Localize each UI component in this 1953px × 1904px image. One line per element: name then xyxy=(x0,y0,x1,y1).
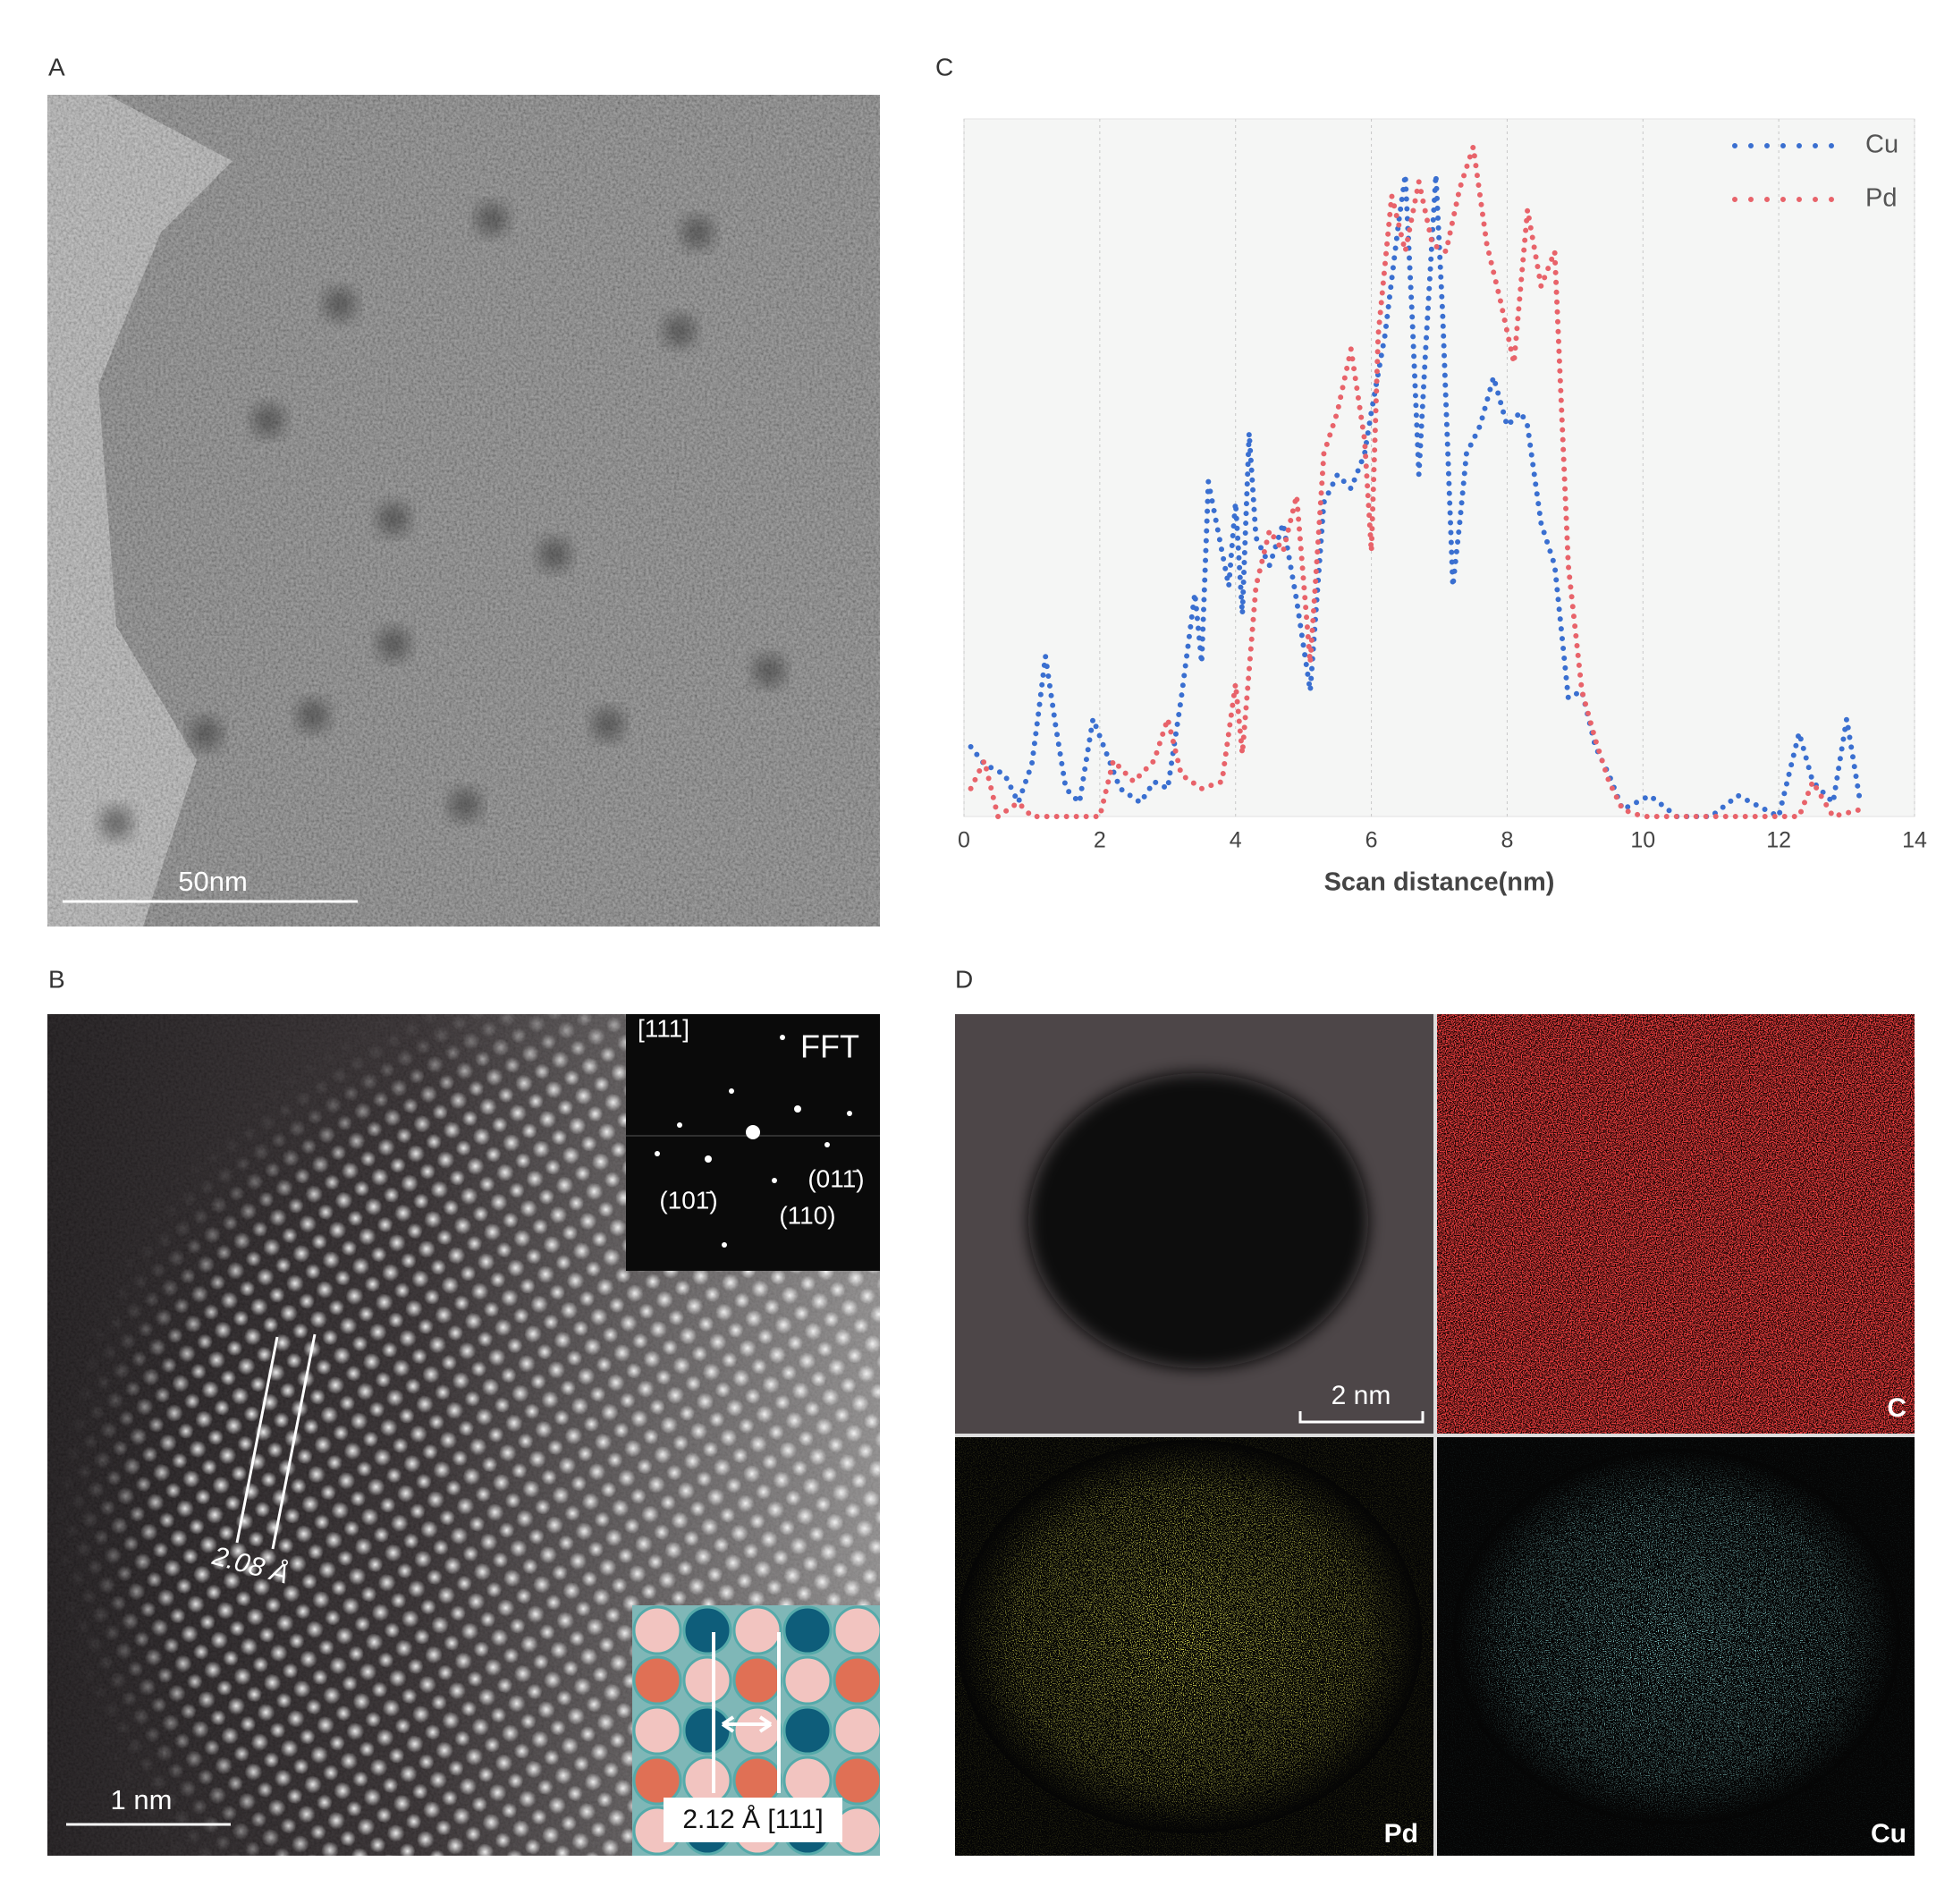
label-box xyxy=(664,1798,842,1842)
fft-spot xyxy=(847,1111,852,1116)
x-tick-label: 12 xyxy=(1766,828,1791,853)
fft-spot xyxy=(794,1105,801,1113)
legend-label: Cu xyxy=(1865,131,1898,159)
map-label: Pd xyxy=(1384,1819,1418,1849)
particle xyxy=(377,503,410,535)
panel-label: A xyxy=(48,53,65,80)
scale-bar xyxy=(1298,1411,1425,1424)
fft-inset xyxy=(626,1014,880,1271)
fft-spot: (110) xyxy=(779,1201,835,1229)
line-chart: 0 2 4 6 8 10 12 14 Scan distance(nm) Cu Pd xyxy=(958,118,1927,897)
tem-image xyxy=(47,95,880,927)
fft-spot xyxy=(824,1142,830,1147)
fft-spot xyxy=(746,1125,760,1139)
fft-spot: (101̄) xyxy=(659,1186,717,1214)
particle xyxy=(449,789,481,821)
particle xyxy=(1028,1073,1368,1368)
x-tick-label: 8 xyxy=(1501,828,1513,853)
fft-spot xyxy=(655,1151,660,1156)
x-tick-label: 0 xyxy=(958,828,970,853)
particle xyxy=(538,538,571,571)
spacing-line xyxy=(271,1333,317,1550)
c-map xyxy=(1437,1014,1915,1434)
fft-spot xyxy=(780,1035,785,1040)
map-label: Cu xyxy=(1871,1819,1906,1849)
labels: A C B D 50nm 1 nm 2.08 Å [111] FFT (101̄… xyxy=(48,53,1906,1849)
fft-zone: [111] xyxy=(638,1014,689,1042)
x-tick-label: 2 xyxy=(1094,828,1106,853)
scale-bar-label: 1 nm xyxy=(111,1784,173,1815)
fft-spot xyxy=(705,1155,712,1163)
particle xyxy=(592,708,624,740)
fft-spot xyxy=(729,1088,734,1094)
particle xyxy=(681,216,714,249)
x-tick-label: 4 xyxy=(1230,828,1242,853)
panel-label: B xyxy=(48,965,65,993)
x-tick-label: 6 xyxy=(1365,828,1378,853)
x-axis-label: Scan distance(nm) xyxy=(1324,868,1555,897)
particle xyxy=(476,203,508,235)
legend-label: Pd xyxy=(1865,184,1897,213)
fft-spot xyxy=(722,1242,727,1248)
particle xyxy=(297,699,329,732)
panel-images xyxy=(47,95,1915,1856)
spacing-line xyxy=(235,1336,279,1544)
fft-spot xyxy=(677,1122,682,1128)
x-tick-label: 10 xyxy=(1630,828,1655,853)
scale-bar-label: 2 nm xyxy=(1332,1381,1391,1410)
model-label: 2.12 Å [111] xyxy=(682,1805,823,1834)
particle xyxy=(100,807,132,839)
panel-label: D xyxy=(955,965,973,993)
particle xyxy=(190,717,222,749)
particle xyxy=(377,628,410,660)
panel-label: C xyxy=(935,53,953,80)
cu-map xyxy=(1437,1437,1915,1856)
particle xyxy=(753,655,785,687)
fft-title: FFT xyxy=(800,1028,859,1065)
particle xyxy=(324,288,356,320)
plot-area xyxy=(963,118,1915,817)
series-line xyxy=(968,146,1864,821)
fft-spot: (011̄) xyxy=(807,1164,864,1192)
fft-spot xyxy=(772,1178,777,1183)
pd-map xyxy=(955,1437,1434,1856)
x-tick-label: 14 xyxy=(1902,828,1927,853)
particle xyxy=(664,315,696,347)
model-arrow xyxy=(721,1715,773,1733)
texture xyxy=(47,95,880,927)
scale-bar-label: 50nm xyxy=(178,866,248,897)
particle xyxy=(252,404,284,436)
map-label: C xyxy=(1887,1393,1906,1423)
